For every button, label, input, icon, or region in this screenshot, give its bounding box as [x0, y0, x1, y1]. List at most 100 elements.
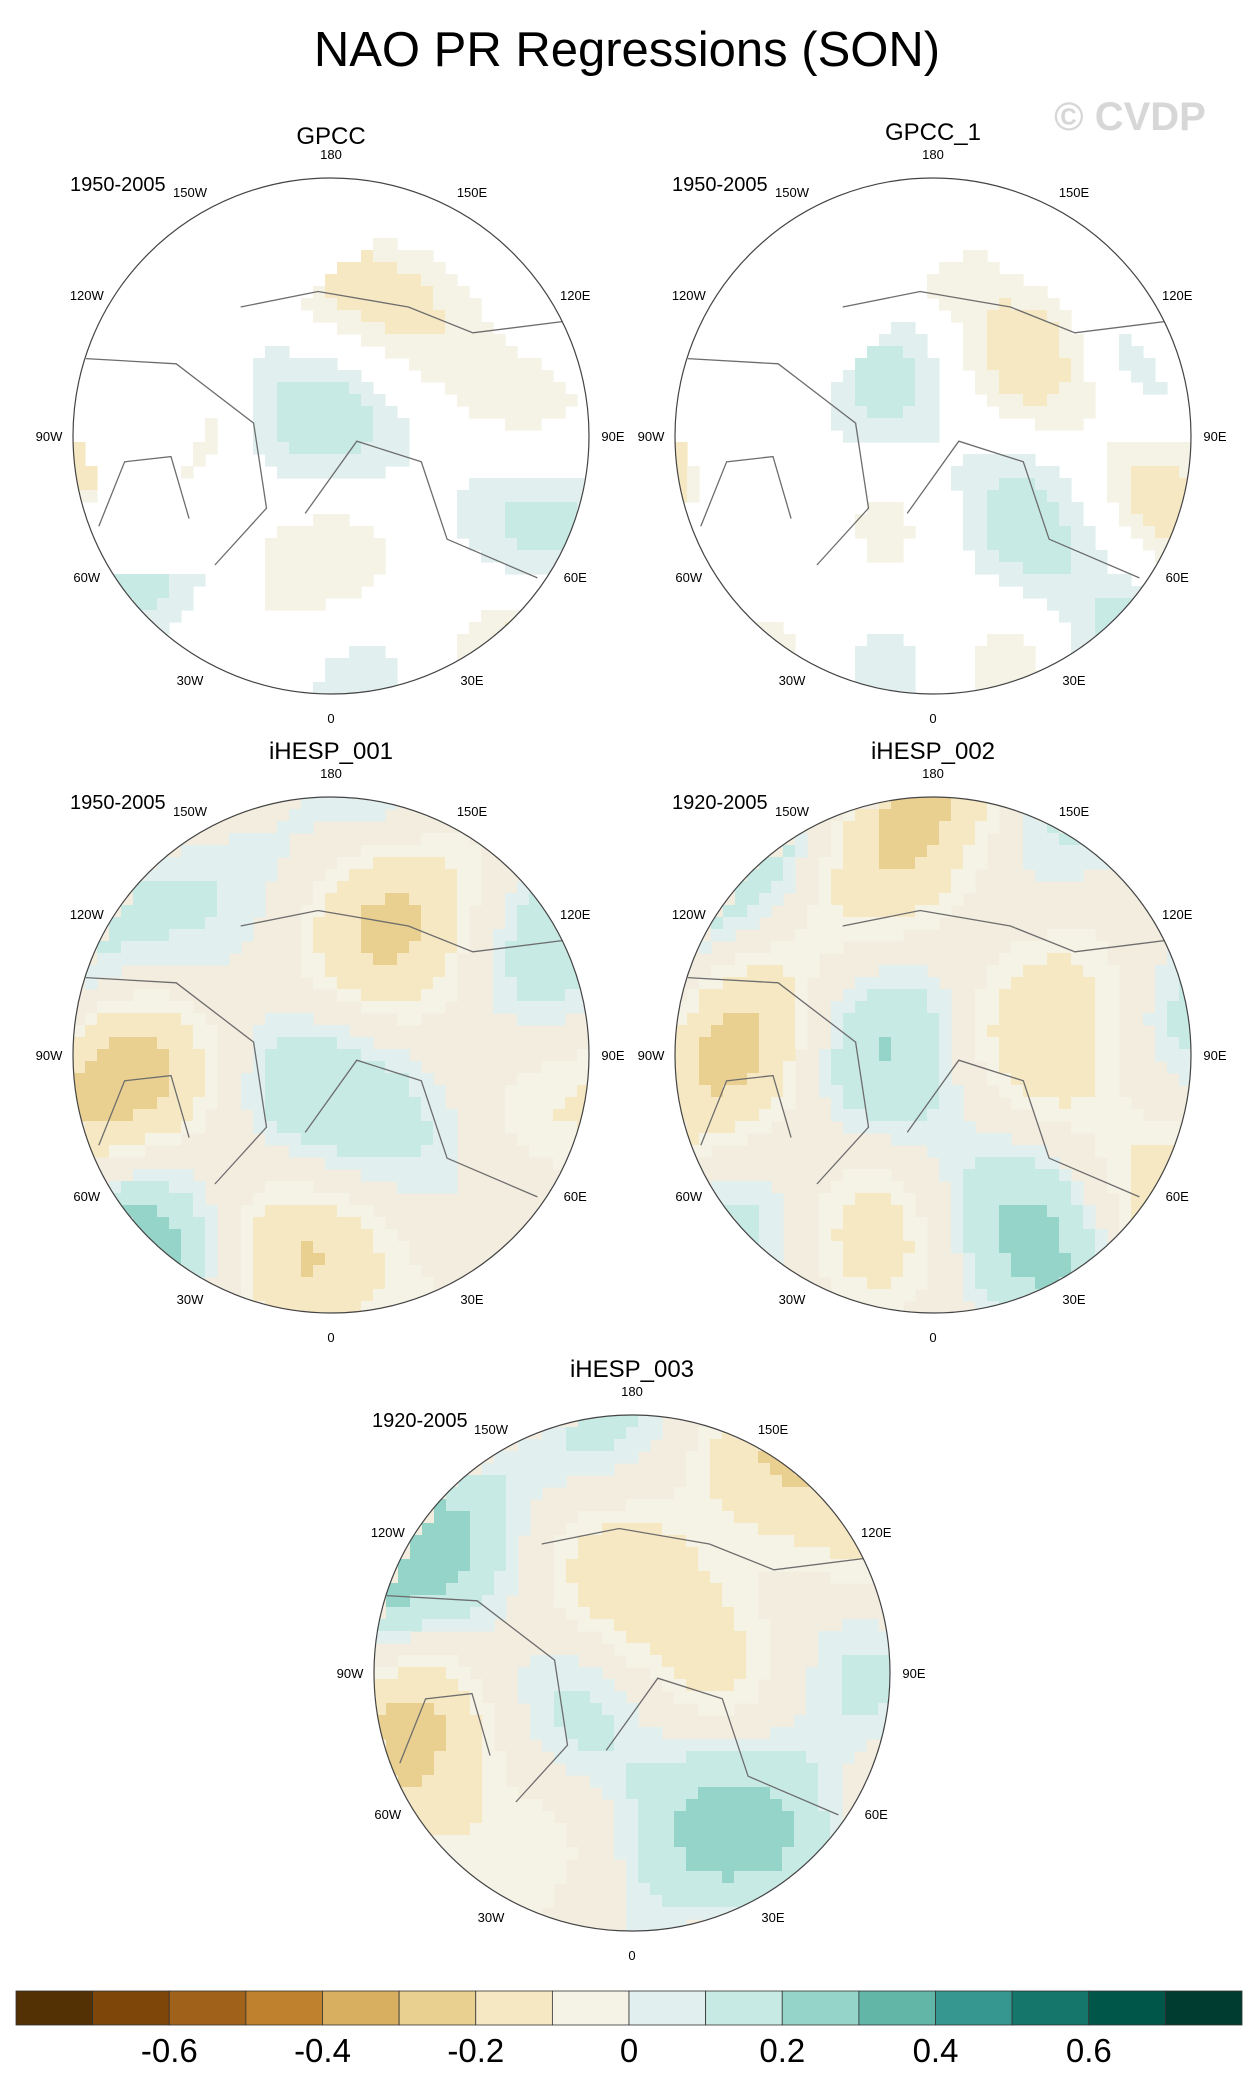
- panel-ihesp-003: iHESP_003 1920-2005 180 150E 120E 90E 60E 30E…: [337, 1356, 926, 1963]
- longitude-label: 60W: [675, 1189, 702, 1204]
- longitude-label: 60E: [564, 1189, 587, 1204]
- colorbar-swatch: [705, 1990, 783, 2026]
- colorbar-swatch: [858, 1990, 936, 2026]
- watermark: © CVDP: [1054, 95, 1206, 139]
- colorbar-swatch: [628, 1990, 707, 2026]
- longitude-label: 120E: [560, 907, 591, 922]
- longitude-label: 60E: [1166, 1189, 1189, 1204]
- longitude-label: 180: [621, 1384, 643, 1399]
- colorbar-swatch: [92, 1990, 170, 2026]
- colorbar-swatch: [15, 1990, 94, 2026]
- longitude-label: 60E: [865, 1807, 888, 1822]
- panel-ihesp-001: iHESP_001 1950-2005 180 150E 120E 90E 60E 30E…: [36, 738, 625, 1345]
- panel-title: iHESP_002: [871, 738, 995, 765]
- colorbar-swatch: [935, 1990, 1013, 2026]
- map-border: [674, 796, 1192, 1314]
- longitude-label: 60E: [564, 570, 587, 585]
- longitude-label: 30E: [460, 1292, 483, 1307]
- longitude-label: 120W: [371, 1525, 406, 1540]
- longitude-label: 150W: [474, 1422, 509, 1437]
- longitude-label: 90W: [337, 1666, 364, 1681]
- longitude-label: 30W: [177, 673, 204, 688]
- colorbar: -0.6 -0.4 -0.2 0 0.2 0.4 0.6: [15, 1990, 1243, 2069]
- colorbar-swatch: [475, 1990, 553, 2026]
- longitude-label: 30E: [761, 1910, 784, 1925]
- longitude-label: 90E: [1203, 1048, 1226, 1063]
- longitude-label: 0: [327, 711, 334, 726]
- longitude-label: 30W: [478, 1910, 505, 1925]
- longitude-label: 0: [327, 1330, 334, 1345]
- longitude-label: 150E: [1059, 185, 1090, 200]
- period-label: 1950-2005: [70, 174, 166, 196]
- colorbar-tick-label: -0.6: [141, 2032, 198, 2069]
- longitude-label: 30E: [460, 673, 483, 688]
- longitude-label: 150E: [758, 1422, 789, 1437]
- map-border: [373, 1414, 891, 1932]
- panel-title: GPCC_1: [885, 119, 981, 146]
- longitude-label: 150E: [457, 804, 488, 819]
- longitude-label: 150W: [173, 185, 208, 200]
- longitude-label: 30E: [1062, 1292, 1085, 1307]
- longitude-label: 120W: [70, 907, 105, 922]
- longitude-label: 0: [929, 711, 936, 726]
- map-border: [674, 177, 1192, 695]
- longitude-label: 90E: [902, 1666, 925, 1681]
- longitude-label: 120E: [560, 288, 591, 303]
- longitude-label: 120E: [1162, 907, 1193, 922]
- longitude-label: 0: [628, 1948, 635, 1963]
- colorbar-tick-label: 0: [620, 2032, 638, 2069]
- longitude-label: 30W: [779, 673, 806, 688]
- longitude-label: 60W: [73, 1189, 100, 1204]
- main-title: NAO PR Regressions (SON): [314, 23, 940, 77]
- period-label: 1920-2005: [372, 1410, 468, 1432]
- longitude-label: 0: [929, 1330, 936, 1345]
- panel-title: iHESP_003: [570, 1356, 694, 1383]
- colorbar-swatch: [398, 1990, 477, 2026]
- colorbar-swatch: [1088, 1990, 1166, 2026]
- colorbar-swatch: [551, 1990, 630, 2026]
- panel-title: GPCC: [296, 123, 365, 150]
- colorbar-swatch: [168, 1990, 247, 2026]
- panel-gpcc: GPCC 1950-2005 180 150E 120E 90E 60E 30E 0 30W 6…: [36, 123, 625, 726]
- longitude-label: 180: [320, 147, 342, 162]
- longitude-label: 120E: [861, 1525, 892, 1540]
- longitude-label: 30W: [177, 1292, 204, 1307]
- colorbar-swatch: [1164, 1990, 1243, 2026]
- longitude-label: 60E: [1166, 570, 1189, 585]
- longitude-label: 30E: [1062, 673, 1085, 688]
- longitude-label: 150W: [775, 185, 810, 200]
- longitude-label: 90W: [36, 429, 63, 444]
- longitude-label: 180: [320, 766, 342, 781]
- longitude-label: 60W: [374, 1807, 401, 1822]
- colorbar-swatch: [781, 1990, 860, 2026]
- panel-ihesp-002: iHESP_002 1920-2005 180 150E 120E 90E 60E 30E…: [638, 738, 1227, 1345]
- longitude-label: 180: [922, 147, 944, 162]
- longitude-label: 60W: [675, 570, 702, 585]
- longitude-label: 60W: [73, 570, 100, 585]
- longitude-label: 150E: [1059, 804, 1090, 819]
- map-border: [72, 796, 590, 1314]
- longitude-label: 90W: [36, 1048, 63, 1063]
- colorbar-swatch: [1011, 1990, 1090, 2026]
- panel-title: iHESP_001: [269, 738, 393, 765]
- period-label: 1950-2005: [672, 174, 768, 196]
- panel-gpcc-1: GPCC_1 1950-2005 180 150E 120E 90E 60E 30E 0 30…: [638, 119, 1227, 726]
- colorbar-swatch: [245, 1990, 323, 2026]
- longitude-label: 90W: [638, 1048, 665, 1063]
- longitude-label: 150W: [173, 804, 208, 819]
- period-label: 1920-2005: [672, 792, 768, 814]
- longitude-label: 30W: [779, 1292, 806, 1307]
- longitude-label: 90E: [601, 1048, 624, 1063]
- map-border: [72, 177, 590, 695]
- colorbar-tick-label: 0.4: [913, 2032, 959, 2069]
- longitude-label: 120W: [672, 907, 707, 922]
- colorbar-tick-label: 0.6: [1066, 2032, 1112, 2069]
- longitude-label: 90W: [638, 429, 665, 444]
- longitude-label: 120E: [1162, 288, 1193, 303]
- longitude-label: 90E: [601, 429, 624, 444]
- colorbar-tick-label: -0.4: [294, 2032, 351, 2069]
- colorbar-tick-label: 0.2: [759, 2032, 805, 2069]
- colorbar-swatch: [322, 1990, 400, 2026]
- longitude-label: 120W: [70, 288, 105, 303]
